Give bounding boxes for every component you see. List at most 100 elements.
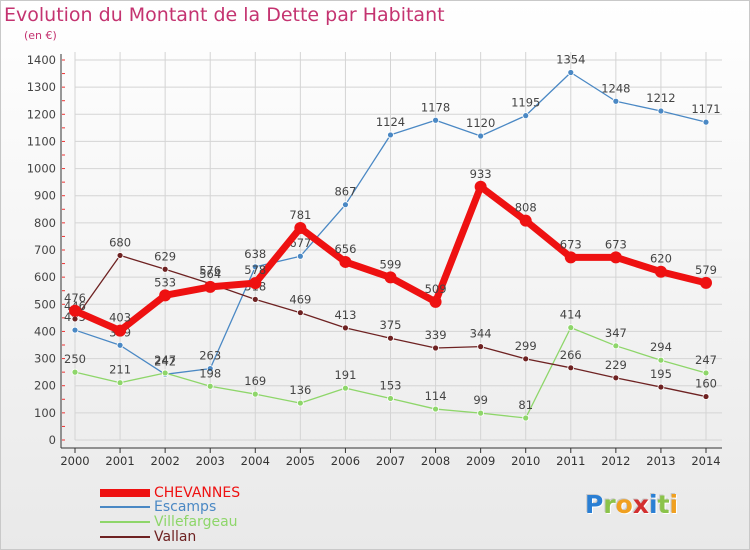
- logo-letter: o: [615, 490, 633, 519]
- data-point: [432, 116, 439, 124]
- data-label: 339: [425, 328, 447, 342]
- y-tick-label: 600: [34, 270, 56, 284]
- data-label: 413: [334, 308, 356, 322]
- data-label: 99: [473, 393, 488, 407]
- data-label: 1195: [511, 96, 540, 110]
- data-label: 153: [380, 378, 402, 392]
- y-tick-label: 500: [34, 297, 56, 311]
- data-label: 247: [154, 353, 176, 367]
- data-point: [522, 112, 530, 120]
- data-label: 198: [199, 366, 221, 380]
- data-point: [702, 369, 710, 377]
- x-tick-label: 2008: [421, 454, 450, 468]
- data-label: 781: [289, 208, 311, 222]
- data-label: 250: [64, 352, 86, 366]
- y-tick-label: 1200: [27, 107, 56, 121]
- data-label: 1354: [556, 52, 585, 66]
- data-label: 576: [199, 264, 221, 278]
- data-point: [522, 355, 530, 363]
- y-tick-label: 1000: [27, 162, 56, 176]
- data-point: [161, 265, 169, 273]
- data-label: 533: [154, 275, 176, 289]
- data-point: [477, 132, 485, 140]
- y-tick-label: 400: [34, 324, 56, 338]
- y-tick-label: 1400: [27, 53, 56, 67]
- logo-letter: r: [603, 490, 616, 519]
- x-tick-label: 2009: [466, 454, 495, 468]
- data-point: [519, 214, 532, 227]
- data-label: 242: [154, 354, 176, 368]
- x-tick-label: 2012: [601, 454, 630, 468]
- data-label: 1124: [376, 115, 405, 129]
- data-point: [567, 324, 575, 332]
- data-point: [567, 69, 575, 76]
- data-point: [477, 343, 485, 351]
- unit-label: (en €): [24, 29, 57, 42]
- data-point: [432, 344, 439, 352]
- data-point: [657, 356, 665, 364]
- data-label: 808: [515, 201, 537, 215]
- data-label: 195: [650, 367, 672, 381]
- data-label: 263: [199, 349, 221, 363]
- data-point: [474, 180, 487, 193]
- logo-letter: i: [669, 490, 679, 519]
- y-tick-label: 200: [34, 379, 56, 393]
- data-point: [612, 97, 620, 105]
- data-point: [296, 309, 304, 317]
- logo-letter: P: [585, 490, 604, 519]
- data-point: [702, 118, 710, 126]
- data-label: 160: [695, 377, 717, 391]
- x-tick-label: 2004: [241, 454, 270, 468]
- x-tick-label: 2002: [151, 454, 180, 468]
- x-tick-label: 2014: [691, 454, 720, 468]
- data-point: [116, 341, 124, 349]
- data-label: 599: [380, 257, 402, 271]
- data-label: 680: [109, 235, 131, 249]
- data-label: 114: [425, 389, 447, 403]
- x-tick-label: 2007: [376, 454, 405, 468]
- data-label: 656: [334, 242, 356, 256]
- data-label: 578: [244, 263, 266, 277]
- data-point: [429, 295, 442, 308]
- data-point: [387, 395, 394, 402]
- data-point: [116, 379, 124, 387]
- data-point: [612, 374, 620, 382]
- data-label: 1120: [466, 116, 495, 130]
- logo-letter: t: [657, 490, 670, 519]
- data-point: [477, 409, 485, 417]
- x-tick-label: 2005: [286, 454, 315, 468]
- proxiti-logo: Proxiti: [585, 490, 678, 519]
- legend-swatch: [100, 521, 150, 523]
- data-point: [251, 390, 259, 398]
- y-tick-label: 1300: [27, 80, 56, 94]
- data-point: [206, 365, 214, 373]
- data-label: 294: [650, 340, 672, 354]
- y-tick-label: 100: [34, 406, 56, 420]
- data-point: [432, 405, 439, 413]
- legend-swatch: [100, 536, 150, 538]
- y-tick-label: 900: [34, 189, 56, 203]
- data-label: 169: [244, 374, 266, 388]
- logo-letter: i: [649, 490, 658, 519]
- y-tick-label: 300: [34, 352, 56, 366]
- x-tick-label: 2001: [105, 454, 134, 468]
- legend-swatch: [100, 506, 150, 508]
- data-point: [71, 315, 79, 323]
- data-point: [71, 326, 79, 334]
- data-label: 1171: [691, 102, 720, 116]
- data-label: 136: [289, 383, 311, 397]
- data-point: [339, 255, 352, 268]
- data-label: 247: [695, 353, 717, 367]
- data-label: 620: [650, 252, 672, 266]
- x-tick-label: 2011: [556, 454, 585, 468]
- legend-label: CHEVANNES: [154, 485, 241, 501]
- data-point: [702, 393, 710, 400]
- x-tick-label: 2010: [511, 454, 540, 468]
- data-label: 266: [560, 348, 582, 362]
- logo-letter: x: [632, 490, 649, 519]
- data-label: 81: [518, 398, 533, 412]
- data-label: 1248: [601, 81, 630, 95]
- data-label: 414: [560, 308, 582, 322]
- data-label: 476: [64, 291, 86, 305]
- data-point: [159, 289, 172, 302]
